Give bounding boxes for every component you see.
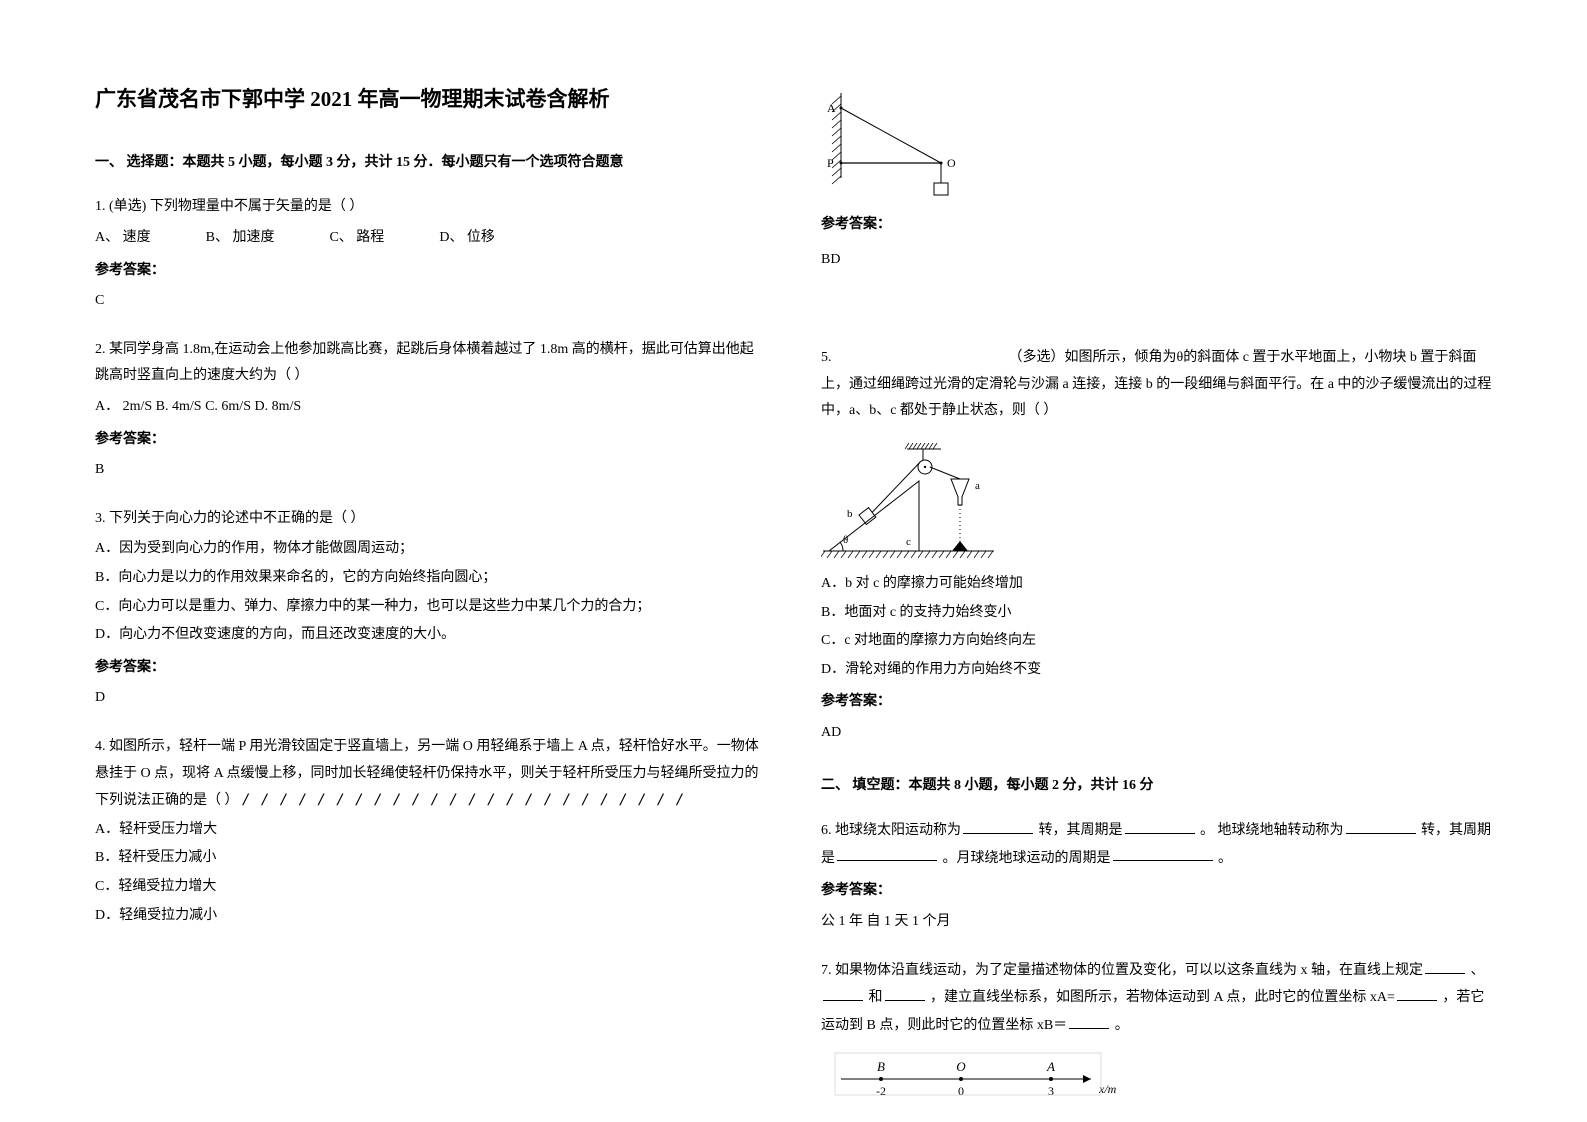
q5-svg: b a θ c [821, 433, 996, 563]
q1-answer: C [95, 288, 766, 315]
q1-optA: A、 速度 [95, 225, 151, 252]
q5-optD: D．滑轮对绳的作用力方向始终不变 [821, 657, 1492, 684]
q3-optA: A．因为受到向心力的作用，物体才能做圆周运动； [95, 536, 766, 563]
left-column: 广东省茂名市下郭中学 2021 年高一物理期末试卷含解析 一、 选择题：本题共 … [95, 80, 766, 1042]
q4-optC: C．轻绳受拉力增大 [95, 874, 766, 901]
q6-answer: 公 1 年 自 1 天 1 个月 [821, 909, 1492, 936]
q4-stem: 4. 如图所示，轻杆一端 P 用光滑铰固定于竖直墙上，另一端 O 用轻绳系于墙上… [95, 734, 766, 815]
svg-text:O: O [947, 156, 956, 170]
watermark [821, 291, 1492, 329]
q4-optA: A．轻杆受压力增大 [95, 817, 766, 844]
question-7: 7. 如果物体沿直线运动，为了定量描述物体的位置及变化，可以以这条直线为 x 轴… [821, 957, 1492, 1105]
question-6: 6. 地球绕太阳运动称为 转，其周期是 。 地球绕地轴转动称为 转，其周期是 。… [821, 817, 1492, 945]
q1-optB: B、 加速度 [206, 225, 275, 252]
q5-optB: B．地面对 c 的支持力始终变小 [821, 600, 1492, 627]
svg-text:P: P [827, 156, 834, 170]
q4-svg: A P O [821, 88, 981, 198]
svg-text:B: B [877, 1059, 885, 1074]
q3-optD: D．向心力不但改变速度的方向，而且还改变速度的大小。 [95, 622, 766, 649]
q5-stem: 5. （多选）如图所示，倾角为θ的斜面体 c 置于水平地面上，小物块 b 置于斜… [821, 345, 1492, 425]
q2-options: A． 2m/S B. 4m/S C. 6m/S D. 8m/S [95, 394, 766, 421]
q5-optA: A．b 对 c 的摩擦力可能始终增加 [821, 571, 1492, 598]
q7-stem: 7. 如果物体沿直线运动，为了定量描述物体的位置及变化，可以以这条直线为 x 轴… [821, 957, 1492, 1039]
q1-optD: D、 位移 [439, 225, 495, 252]
svg-text:O: O [956, 1059, 966, 1074]
q3-optB: B．向心力是以力的作用效果来命名的，它的方向始终指向圆心； [95, 565, 766, 592]
section1-header: 一、 选择题：本题共 5 小题，每小题 3 分，共计 15 分．每小题只有一个选… [95, 150, 766, 177]
q4-optB: B．轻杆受压力减小 [95, 845, 766, 872]
q1-answer-label: 参考答案： [95, 258, 766, 285]
q3-optC: C．向心力可以是重力、弹力、摩擦力中的某一种力，也可以是这些力中某几个力的合力； [95, 594, 766, 621]
q5-answer-label: 参考答案： [821, 689, 1492, 716]
svg-text:a: a [975, 480, 980, 492]
q7-diagram: B-2O0A3x/m [821, 1047, 1492, 1097]
svg-text:A: A [1046, 1059, 1055, 1074]
svg-text:c: c [906, 536, 911, 548]
q2-answer: B [95, 457, 766, 484]
q3-answer: D [95, 685, 766, 712]
question-5: 5. （多选）如图所示，倾角为θ的斜面体 c 置于水平地面上，小物块 b 置于斜… [821, 345, 1492, 756]
q4-answer: BD [821, 247, 1492, 274]
page-title: 广东省茂名市下郭中学 2021 年高一物理期末试卷含解析 [95, 80, 766, 120]
svg-text:θ: θ [843, 534, 848, 546]
question-4: 4. 如图所示，轻杆一端 P 用光滑铰固定于竖直墙上，另一端 O 用轻绳系于墙上… [95, 734, 766, 931]
question-2: 2. 某同学身高 1.8m,在运动会上他参加跳高比赛，起跳后身体横着越过了 1.… [95, 337, 766, 494]
q5-answer: AD [821, 720, 1492, 747]
q4-diagram: A P O [821, 88, 1492, 198]
svg-text:A: A [827, 101, 836, 115]
question-1: 1. (单选) 下列物理量中不属于矢量的是（ ） A、 速度 B、 加速度 C、… [95, 194, 766, 324]
q1-optC: C、 路程 [329, 225, 384, 252]
q5-diagram: b a θ c [821, 433, 1492, 563]
q4-optD: D．轻绳受拉力减小 [95, 903, 766, 930]
q2-stem: 2. 某同学身高 1.8m,在运动会上他参加跳高比赛，起跳后身体横着越过了 1.… [95, 337, 766, 390]
svg-text:b: b [847, 508, 853, 520]
q3-stem: 3. 下列关于向心力的论述中不正确的是（ ） [95, 506, 766, 533]
right-column: A P O 参考答案： BD 5. （多选）如图所示，倾角为θ的斜面体 c 置于水平… [821, 80, 1492, 1042]
question-3: 3. 下列关于向心力的论述中不正确的是（ ） A．因为受到向心力的作用，物体才能… [95, 506, 766, 722]
q7-svg: B-2O0A3x/m [821, 1047, 1121, 1097]
section2-header: 二、 填空题：本题共 8 小题，每小题 2 分，共计 16 分 [821, 773, 1492, 800]
q1-options: A、 速度 B、 加速度 C、 路程 D、 位移 [95, 225, 766, 252]
q6-answer-label: 参考答案： [821, 878, 1492, 905]
q4-answer-label: 参考答案： [821, 212, 1492, 239]
q4-hatching: / / / / / / / / / / / / / / / / / / / / … [242, 792, 685, 808]
q5-optC: C．c 对地面的摩擦力方向始终向左 [821, 628, 1492, 655]
q1-stem: 1. (单选) 下列物理量中不属于矢量的是（ ） [95, 194, 766, 221]
q3-answer-label: 参考答案： [95, 655, 766, 682]
q2-answer-label: 参考答案： [95, 427, 766, 454]
q6-stem: 6. 地球绕太阳运动称为 转，其周期是 。 地球绕地轴转动称为 转，其周期是 。… [821, 817, 1492, 872]
